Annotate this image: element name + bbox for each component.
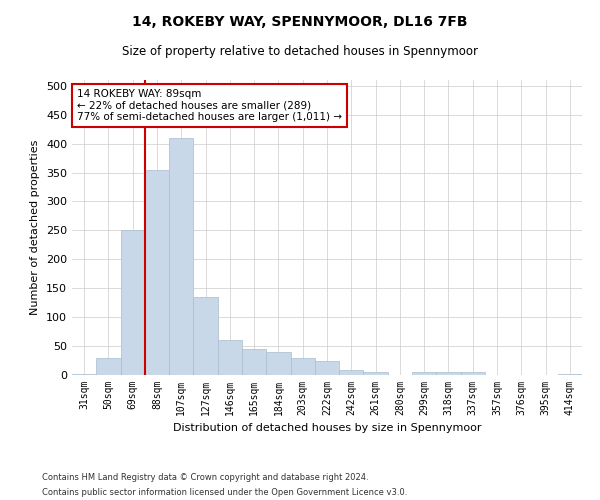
Bar (461, 372, 485, 375)
Bar (436, 372, 461, 375)
Text: Contains public sector information licensed under the Open Government Licence v3: Contains public sector information licen… (42, 488, 407, 497)
Y-axis label: Number of detached properties: Number of detached properties (31, 140, 40, 315)
Bar (412, 372, 436, 375)
Bar (193, 297, 218, 375)
Bar (218, 340, 242, 375)
Text: 14 ROKEBY WAY: 89sqm
← 22% of detached houses are smaller (289)
77% of semi-deta: 14 ROKEBY WAY: 89sqm ← 22% of detached h… (77, 89, 342, 122)
Bar (242, 349, 266, 375)
Bar (290, 358, 315, 375)
Text: 14, ROKEBY WAY, SPENNYMOOR, DL16 7FB: 14, ROKEBY WAY, SPENNYMOOR, DL16 7FB (132, 15, 468, 29)
Bar (364, 372, 388, 375)
Text: Size of property relative to detached houses in Spennymoor: Size of property relative to detached ho… (122, 45, 478, 58)
Text: Contains HM Land Registry data © Crown copyright and database right 2024.: Contains HM Land Registry data © Crown c… (42, 473, 368, 482)
Bar (558, 374, 582, 375)
Bar (169, 138, 193, 375)
X-axis label: Distribution of detached houses by size in Spennymoor: Distribution of detached houses by size … (173, 424, 481, 434)
Bar (339, 370, 364, 375)
Bar (72, 374, 96, 375)
Bar (96, 358, 121, 375)
Bar (145, 170, 169, 375)
Bar (266, 352, 290, 375)
Bar (121, 230, 145, 375)
Bar (315, 360, 339, 375)
